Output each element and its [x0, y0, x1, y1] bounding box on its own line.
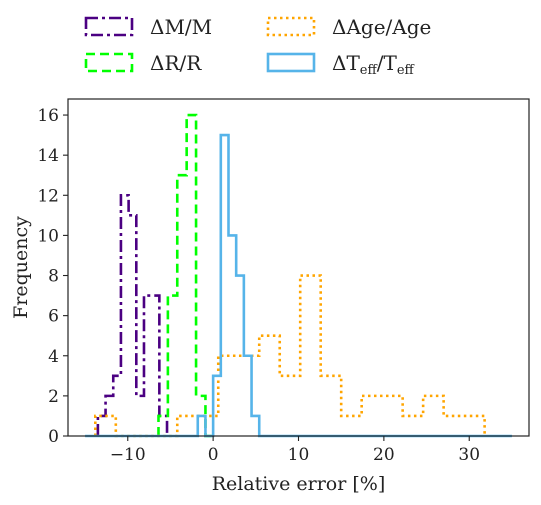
x-tick-label: 30 — [458, 445, 480, 465]
x-tick-label: 0 — [208, 445, 219, 465]
plot-layer — [85, 113, 512, 438]
legend-swatch-3 — [266, 52, 316, 73]
y-tick-label: 14 — [37, 146, 59, 166]
legend-swatch-1 — [84, 52, 134, 73]
legend-label-3: ΔTeff/Teff — [332, 51, 416, 78]
y-tick-label: 16 — [37, 106, 59, 126]
y-tick-label: 10 — [37, 226, 59, 246]
y-tick-label: 4 — [48, 347, 59, 367]
y-tick-label: 8 — [48, 267, 59, 287]
histogram-series-1 — [157, 113, 215, 438]
histogram-series-3 — [85, 133, 512, 438]
y-axis-label: Frequency — [10, 216, 32, 319]
histogram-series-2 — [94, 274, 486, 438]
legend-label-2: ΔAge/Age — [332, 15, 431, 39]
y-tick-label: 12 — [37, 186, 59, 206]
legend-swatch-0 — [84, 16, 134, 37]
y-tick-label: 0 — [48, 427, 59, 447]
histogram-series-0 — [96, 193, 169, 436]
x-tick-label: −10 — [110, 445, 146, 465]
legend: ΔM/M ΔR/R ΔAge/Age ΔTeff/Teff — [84, 15, 431, 78]
x-tick-label: 20 — [373, 445, 395, 465]
y-tick-label: 2 — [48, 387, 59, 407]
x-tick-label: 10 — [288, 445, 310, 465]
axes-layer: −10 0 10 20 30 0 2 4 6 8 10 12 14 16 Relative error [%… — [10, 98, 530, 495]
legend-label-1: ΔR/R — [150, 51, 202, 75]
y-tick-label: 6 — [48, 307, 59, 327]
legend-swatch-2 — [266, 16, 316, 37]
legend-label-0: ΔM/M — [150, 15, 212, 39]
x-axis-label: Relative error [%] — [212, 473, 386, 495]
